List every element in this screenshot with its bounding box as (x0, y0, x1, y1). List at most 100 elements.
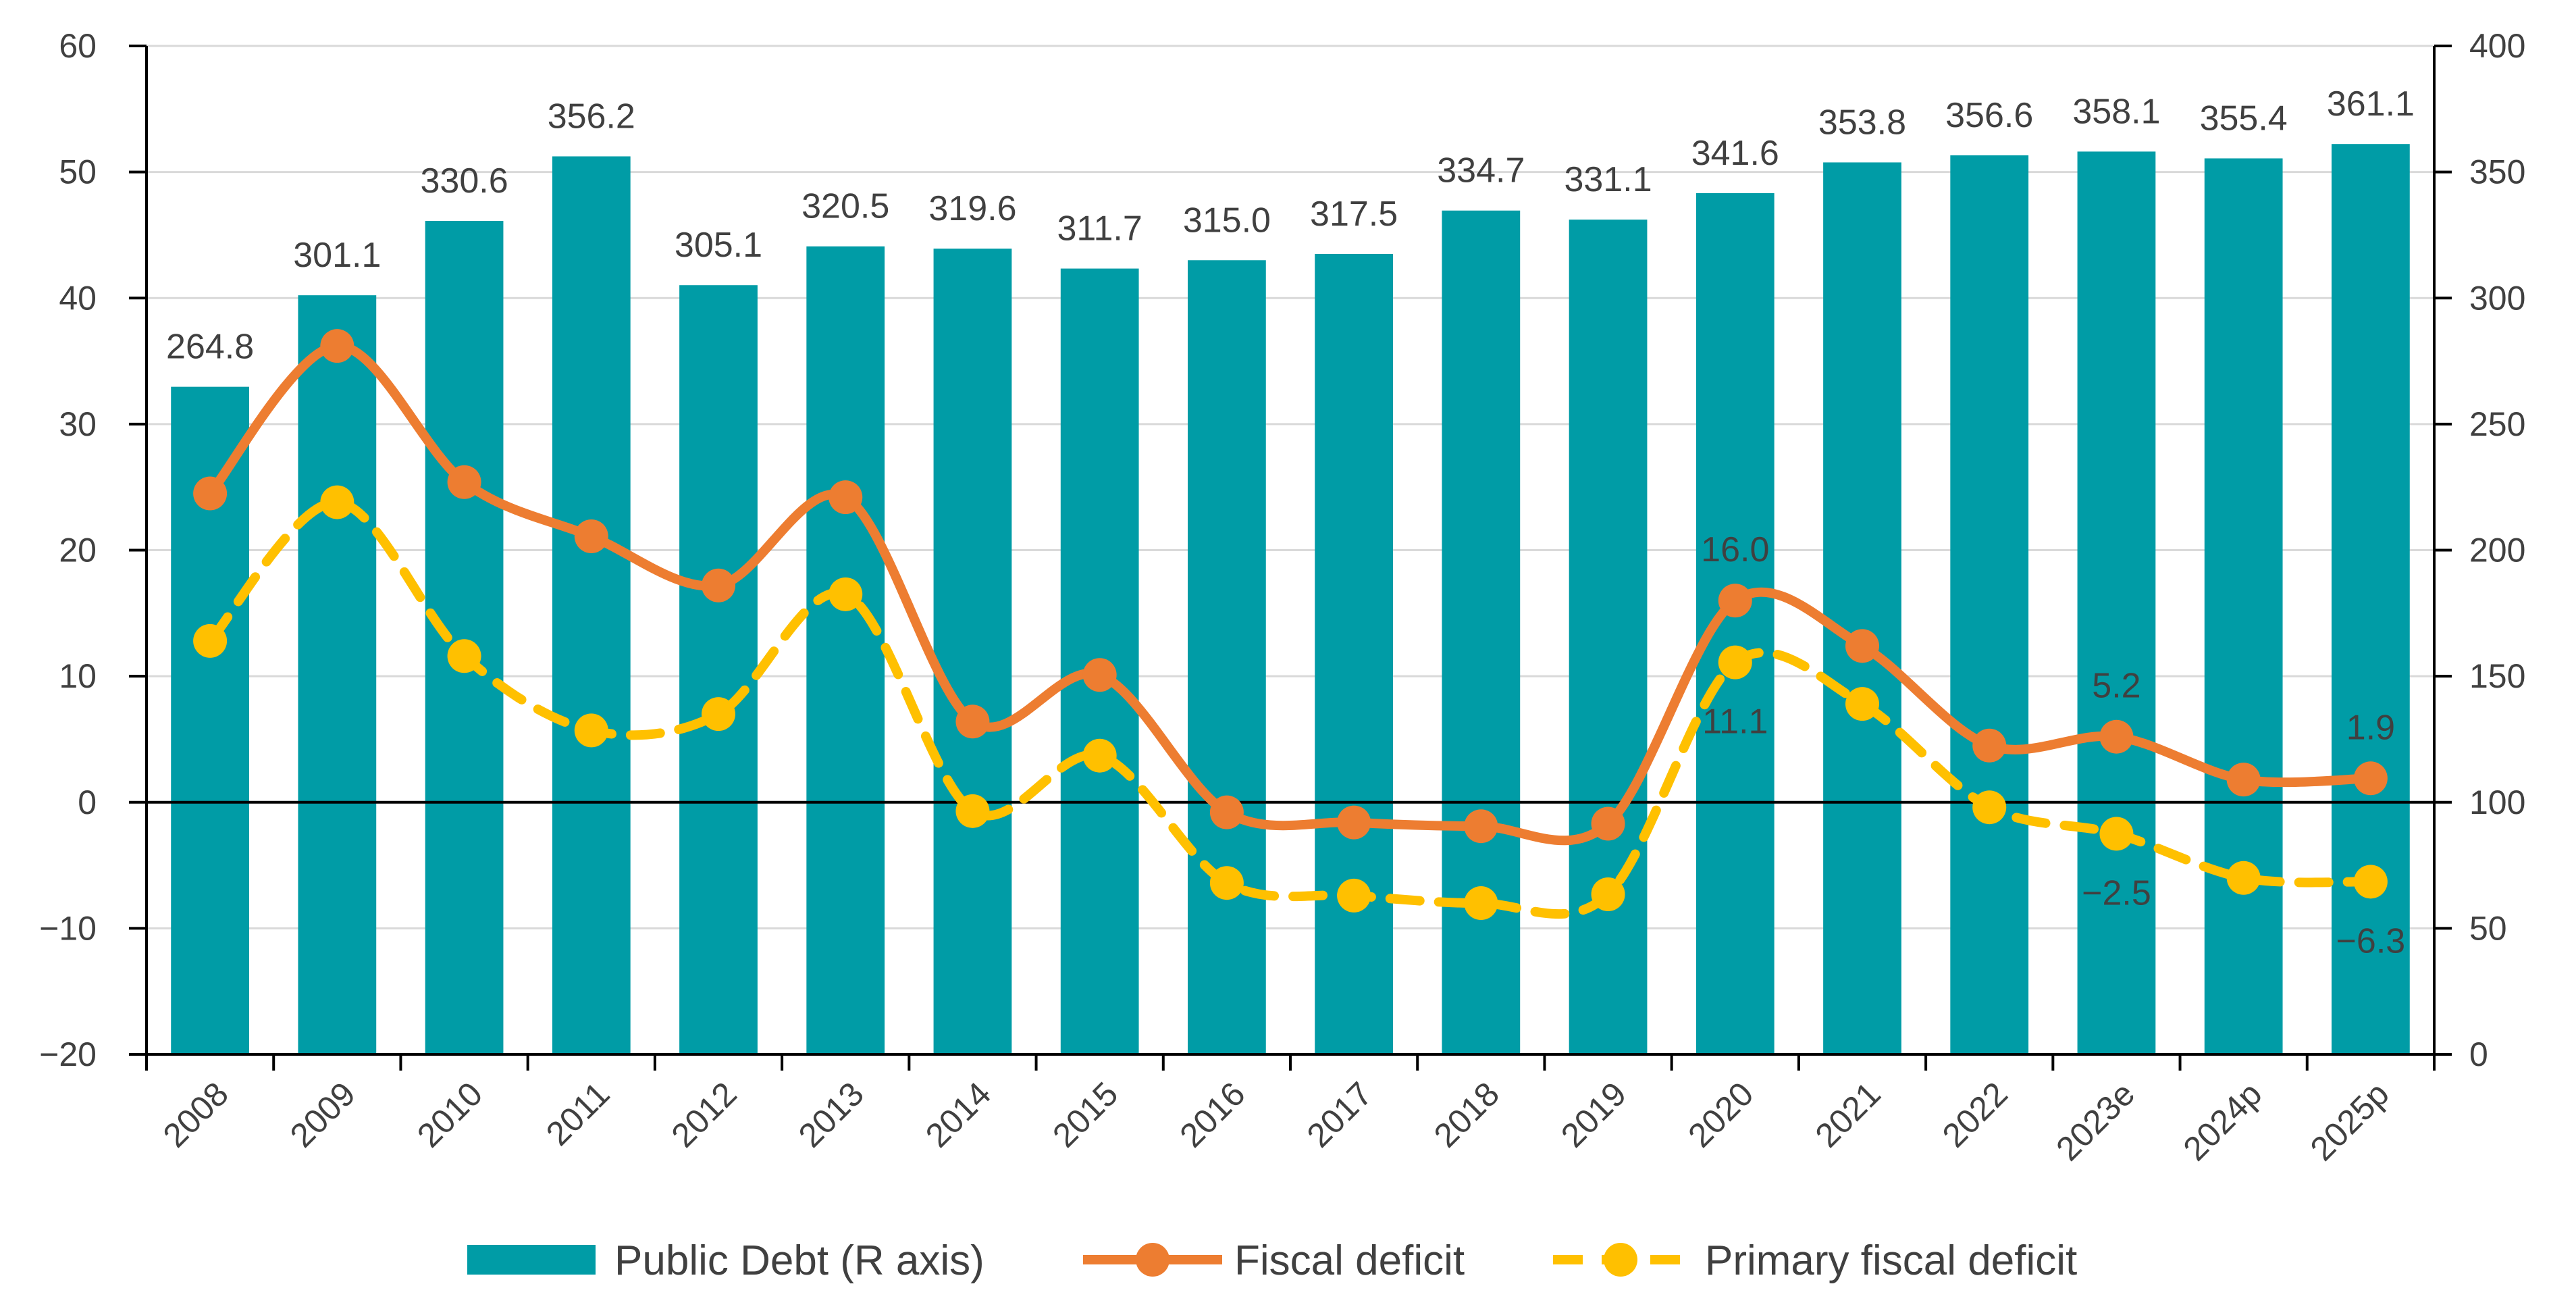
x-tick-label: 2019 (1554, 1075, 1633, 1154)
bar-value-label: 356.2 (548, 97, 635, 136)
primary-fiscal-deficit-point-2016 (1209, 866, 1244, 900)
bar-value-label: 331.1 (1564, 160, 1652, 199)
x-tick-label: 2023e (2049, 1075, 2142, 1168)
legend-label-public-debt: Public Debt (R axis) (614, 1237, 984, 1284)
bar-value-label: 334.7 (1437, 151, 1525, 190)
right-tick-label: 50 (2469, 909, 2507, 947)
right-tick-label: 350 (2469, 153, 2525, 191)
line-value-label: 5.2 (2092, 667, 2140, 706)
right-tick-label: 250 (2469, 405, 2525, 443)
x-tick-label: 2022 (1935, 1075, 2015, 1154)
bar-public-debt-2018 (1442, 210, 1521, 1055)
right-tick-label: 400 (2469, 27, 2525, 65)
x-tick-label: 2015 (1045, 1075, 1125, 1154)
bar-value-label: 356.6 (1945, 96, 2033, 135)
bar-value-label: 330.6 (420, 161, 508, 201)
left-tick-label: −10 (39, 909, 97, 947)
legend-marker-public-debt (467, 1245, 596, 1275)
fiscal-deficit-line (206, 341, 2371, 846)
left-tick-label: 10 (59, 657, 97, 695)
x-tick-label: 2016 (1172, 1075, 1252, 1154)
legend-marker-primary-fiscal-deficit-dot (1604, 1243, 1637, 1277)
fiscal-deficit-point-2012 (702, 568, 735, 603)
right-tick-label: 0 (2469, 1035, 2488, 1073)
legend-label-primary-fiscal-deficit: Primary fiscal deficit (1705, 1237, 2077, 1284)
bar-public-debt-2025p (2332, 144, 2410, 1055)
bar-value-label: 341.6 (1691, 134, 1779, 173)
bar-public-debt-2019 (1569, 220, 1648, 1055)
fiscal-deficit-point-2013 (829, 480, 863, 515)
bar-value-label: 320.5 (801, 187, 889, 226)
bar-value-label: 305.1 (675, 226, 762, 265)
primary-fiscal-deficit-point-2024p (2226, 861, 2261, 895)
fiscal-deficit-point-2024p (2226, 763, 2261, 797)
x-tick-label: 2009 (283, 1075, 363, 1154)
bar-value-label: 319.6 (928, 189, 1016, 228)
bar-public-debt-2024p (2204, 158, 2283, 1055)
left-tick-label: 30 (59, 405, 97, 443)
bar-public-debt-2023e (2077, 151, 2156, 1055)
bar-public-debt-2010 (425, 221, 504, 1054)
x-tick-label: 2012 (664, 1075, 744, 1154)
primary-fiscal-deficit-line (205, 497, 2375, 919)
primary-fiscal-deficit-point-2021 (1845, 687, 1879, 721)
line-series (193, 329, 2388, 921)
x-tick-label: 2020 (1681, 1075, 1760, 1154)
bar-value-label: 317.5 (1310, 195, 1398, 234)
bar-public-debt-2022 (1950, 155, 2029, 1055)
bar-value-label: 301.1 (293, 236, 381, 275)
bar-public-debt-2020 (1696, 193, 1775, 1054)
fiscal-deficit-point-2008 (193, 476, 228, 511)
right-tick-label: 100 (2469, 784, 2525, 821)
x-tick-label: 2024p (2176, 1075, 2269, 1168)
right-tick-label: 150 (2469, 657, 2525, 695)
bar-public-debt-2014 (933, 249, 1012, 1054)
fiscal-deficit-point-2010 (447, 465, 481, 499)
left-tick-label: −20 (39, 1035, 97, 1073)
data-labels: 264.8 301.1 330.6 356.2 305.1 320.5 319.6 311.7… (166, 84, 2415, 960)
legend-label-fiscal-deficit: Fiscal deficit (1234, 1237, 1465, 1284)
bar-value-label: 355.4 (2200, 99, 2288, 138)
fiscal-deficit-point-2017 (1337, 805, 1371, 840)
bar-public-debt-2021 (1823, 162, 1901, 1054)
legend-marker-fiscal-deficit-dot (1136, 1243, 1169, 1277)
primary-fiscal-deficit-point-2025p (2353, 865, 2388, 899)
bar-value-label: 361.1 (2327, 84, 2415, 124)
bar-value-label: 353.8 (1818, 103, 1906, 142)
left-tick-label: 40 (59, 279, 97, 317)
x-tick-label: 2014 (918, 1075, 998, 1154)
bar-value-label: 315.0 (1183, 201, 1271, 240)
fiscal-deficit-point-2020 (1718, 584, 1752, 618)
fiscal-deficit-point-2009 (320, 329, 354, 363)
left-tick-label: 60 (59, 27, 97, 65)
left-tick-label: 0 (78, 784, 97, 821)
left-tick-label: 20 (59, 532, 97, 569)
fiscal-deficit-point-2025p (2353, 761, 2388, 796)
fiscal-deficit-point-2019 (1591, 806, 1625, 841)
fiscal-deficit-point-2018 (1464, 809, 1498, 844)
line-value-label: −2.5 (2082, 873, 2151, 913)
line-value-label: 16.0 (1701, 530, 1769, 569)
line-value-label: −6.3 (2336, 921, 2406, 960)
bar-public-debt-2016 (1188, 260, 1266, 1055)
line-value-label: 11.1 (1702, 702, 1768, 742)
primary-fiscal-deficit-point-2014 (955, 794, 990, 828)
bar-public-debt-2017 (1315, 253, 1393, 1054)
primary-fiscal-deficit-point-2010 (447, 639, 481, 673)
primary-fiscal-deficit-point-2023e (2099, 817, 2134, 851)
x-tick-label: 2011 (539, 1075, 617, 1153)
x-tick-label: 2013 (791, 1075, 871, 1154)
fiscal-deficit-point-2011 (574, 519, 608, 553)
primary-fiscal-deficit-point-2017 (1337, 878, 1371, 913)
gridlines (147, 45, 2434, 1056)
x-tick-label: 2025p (2303, 1075, 2396, 1168)
primary-fiscal-deficit-point-2019 (1591, 877, 1625, 911)
primary-fiscal-deficit-point-2022 (1972, 790, 2007, 825)
primary-fiscal-deficit-point-2008 (193, 623, 228, 658)
primary-fiscal-deficit-point-2015 (1082, 738, 1117, 773)
bar-public-debt-2013 (806, 246, 885, 1054)
x-tick-label: 2021 (1808, 1075, 1888, 1154)
line-value-label: 1.9 (2346, 708, 2395, 747)
bar-public-debt-2009 (298, 295, 377, 1054)
